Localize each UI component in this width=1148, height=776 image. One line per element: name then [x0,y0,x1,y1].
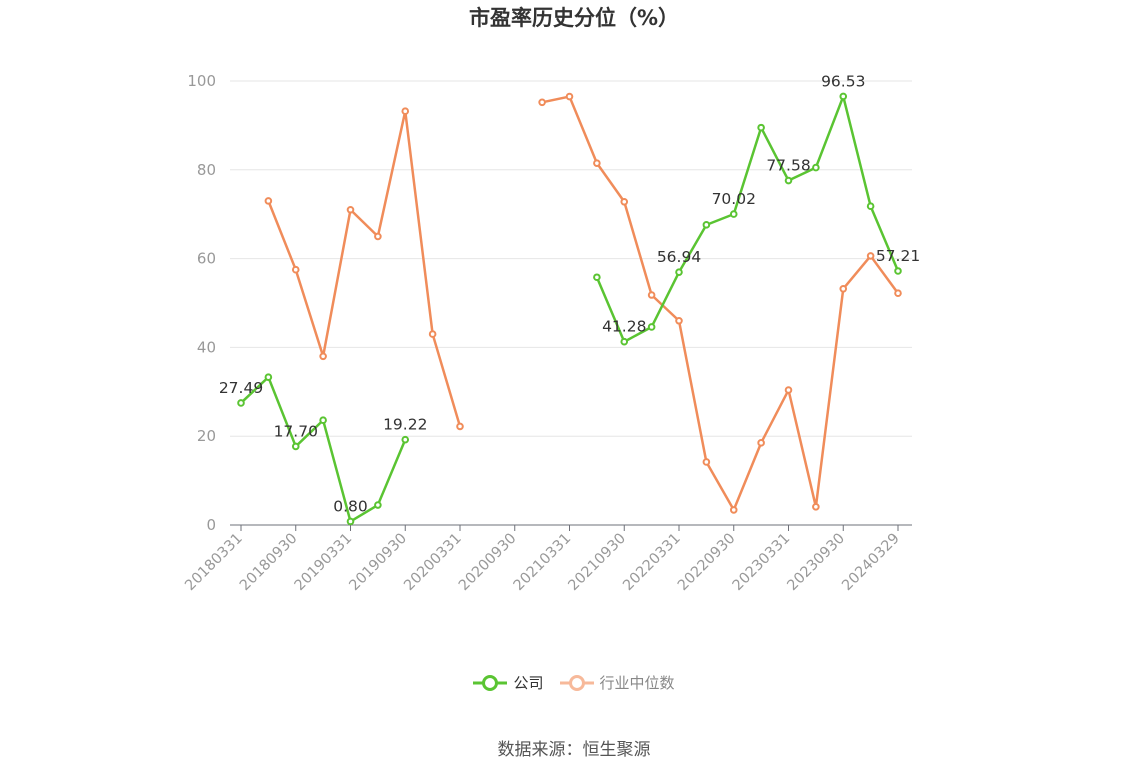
data-point [784,176,793,185]
data-point [839,284,848,293]
data-point [675,268,683,276]
data-point [291,265,300,274]
x-tick-label: 20210930 [566,531,630,595]
series-line [267,109,462,427]
data-point [620,197,629,206]
data-point [428,330,437,338]
data-point [702,458,711,466]
legend-swatch-company [473,674,508,691]
data-point [264,373,273,381]
series-company [237,92,902,526]
data-point [675,316,683,325]
legend-item-industry[interactable]: 行业中位数 [559,672,675,693]
data-label: 17.70 [274,422,318,440]
data-point [538,98,546,107]
data-label: 27.49 [219,379,263,397]
data-point [647,291,656,299]
data-point [620,337,629,346]
data-label: 77.58 [766,157,810,175]
data-point [812,502,820,511]
data-point [702,221,711,229]
x-tick-label: 20190930 [347,531,411,595]
x-tick-label: 20220331 [620,531,684,595]
data-point [593,159,601,167]
data-point [866,252,875,260]
x-tick-label: 20230930 [785,531,849,595]
x-tick-label: 20180331 [182,531,246,595]
data-label: 19.22 [383,416,427,434]
data-point [839,92,848,101]
data-label: 0.80 [333,497,368,515]
data-labels: 27.49 17.70 0.80 19.22 41.28 56.94 70.02 77.58 9… [219,72,920,515]
data-point [291,442,300,451]
data-point [346,517,355,526]
legend-swatch-industry [559,674,594,691]
x-tick-label: 20220930 [675,531,739,595]
axes: 0 20 40 60 80 100 2018033120180930201903312019… [182,72,912,594]
data-point [319,416,327,425]
data-point [374,501,382,509]
series-line [240,375,407,523]
y-tick-label: 40 [197,338,216,356]
series-line [541,95,900,512]
data-point [757,123,765,132]
y-tick-label: 0 [206,516,216,534]
data-label: 70.02 [712,190,756,208]
data-point [374,232,382,241]
data-point [264,197,273,205]
line-chart: 0 20 40 60 80 100 2018033120180930201903312019… [182,72,920,594]
chart-title: 市盈率历史分位（%） [468,6,680,30]
data-point [346,205,355,214]
y-tick-label: 60 [197,250,216,268]
data-point [237,399,245,407]
x-tick-label: 20200930 [456,531,520,595]
x-tick-label: 20200331 [401,531,465,595]
data-point [565,92,574,101]
data-label: 96.53 [821,72,865,90]
x-tick-label: 20240329 [839,531,903,595]
data-point [757,439,765,447]
data-point [784,386,793,394]
legend-item-company[interactable]: 公司 [473,672,544,693]
x-tick-label: 20180930 [237,531,301,595]
data-point [894,289,902,298]
y-tick-label: 80 [197,161,216,179]
data-point [812,163,820,172]
data-label: 56.94 [657,248,701,266]
data-point [647,323,656,331]
data-point [593,273,601,282]
series-line [595,95,900,343]
grid-lines [230,80,912,437]
source-note: 数据来源：恒生聚源 [497,740,651,760]
y-tick-label: 20 [197,427,216,445]
data-point [456,422,464,431]
legend: 公司 行业中位数 [0,672,1148,693]
y-tick-label: 100 [187,72,216,90]
x-tick-label: 20210331 [511,531,575,595]
series-industry [264,92,902,514]
data-point [319,352,327,361]
x-tick-label: 20230331 [730,531,794,595]
legend-label-company: 公司 [513,674,544,692]
data-point [729,506,738,514]
data-point [866,202,875,211]
data-point [401,435,410,444]
series-layer [237,92,902,526]
x-tick-label: 20190331 [292,531,356,595]
data-point [894,267,902,275]
data-label: 57.21 [876,247,920,265]
legend-label-industry: 行业中位数 [599,674,675,692]
data-point [729,210,738,218]
data-point [401,107,410,115]
data-label: 41.28 [602,318,646,336]
